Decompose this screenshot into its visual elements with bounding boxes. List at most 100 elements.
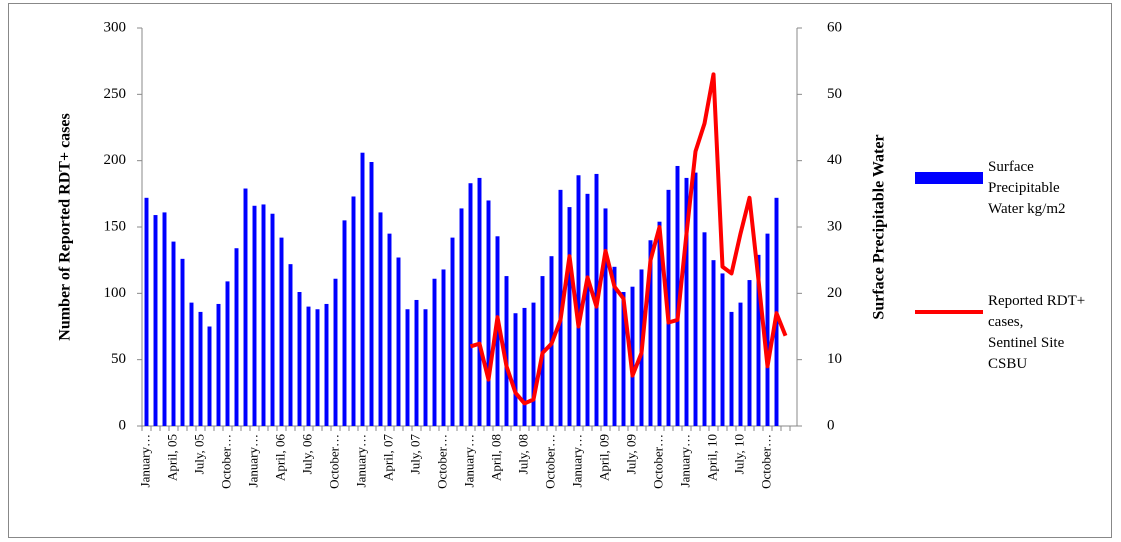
bar [702, 232, 707, 426]
x-tick-label: October… [542, 434, 557, 489]
bar [441, 269, 446, 426]
bar [765, 233, 770, 426]
bar [423, 309, 428, 426]
bar [234, 248, 239, 426]
bar [720, 273, 725, 426]
bar [180, 258, 185, 426]
bar [585, 193, 590, 426]
x-tick-label: July, 07 [407, 434, 422, 475]
bar [270, 213, 275, 426]
x-tick-label: October… [758, 434, 773, 489]
bar [684, 177, 689, 426]
bar [207, 326, 212, 426]
x-tick-label: January… [677, 434, 692, 487]
bar [567, 207, 572, 426]
bar [333, 278, 338, 426]
x-tick-label: April, 10 [704, 434, 719, 481]
legend-label: Surface Precipitable Water kg/m2 [988, 159, 1066, 217]
legend-swatch [915, 172, 983, 184]
bar [711, 260, 716, 426]
x-tick-label: July, 08 [515, 434, 530, 474]
x-tick-label: July, 10 [731, 434, 746, 474]
x-tick-label: January… [569, 434, 584, 487]
bar [252, 205, 257, 426]
bar [504, 276, 509, 426]
bar [459, 208, 464, 426]
y-tick-label: 200 [104, 152, 127, 168]
x-tick-label: January… [461, 434, 476, 487]
x-tick-label: January… [137, 434, 152, 487]
bar [432, 278, 437, 426]
bar [144, 197, 149, 426]
bar [189, 302, 194, 426]
bar [198, 311, 203, 426]
bar [630, 286, 635, 426]
bar [315, 309, 320, 426]
bar [171, 241, 176, 426]
legend-label: Reported RDT+ cases, Sentinel Site CSBU [988, 293, 1085, 372]
bar [450, 237, 455, 426]
bar [324, 303, 329, 426]
y-tick-label: 150 [104, 218, 127, 234]
y2-axis-title: Surface Precipitable Water [871, 134, 888, 319]
bar [306, 306, 311, 426]
bar [468, 183, 473, 426]
bar [576, 175, 581, 426]
bar [297, 292, 302, 426]
y2-tick-label: 20 [827, 285, 842, 301]
bar [747, 280, 752, 426]
bar [387, 233, 392, 426]
bar [396, 257, 401, 426]
y-tick-label: 100 [104, 285, 127, 301]
bar [414, 299, 419, 426]
bar [513, 313, 518, 426]
x-tick-label: April, 07 [380, 434, 395, 481]
bar [360, 152, 365, 426]
bar [216, 303, 221, 426]
x-tick-label: January… [245, 434, 260, 487]
x-tick-label: July, 05 [191, 434, 206, 474]
y2-tick-label: 30 [827, 218, 842, 234]
x-tick-label: January… [353, 434, 368, 487]
x-tick-label: April, 08 [488, 434, 503, 481]
y2-tick-label: 60 [827, 19, 842, 35]
bar [243, 188, 248, 426]
bar [261, 204, 266, 426]
bar [612, 266, 617, 426]
x-tick-label: July, 06 [299, 434, 314, 475]
x-tick-label: October… [218, 434, 233, 489]
bar [657, 221, 662, 426]
y-axis-title: Number of Reported RDT+ cases [57, 113, 74, 340]
bar [153, 215, 158, 426]
line [469, 72, 788, 406]
bar [486, 200, 491, 426]
bar [225, 281, 230, 426]
bar [477, 177, 482, 426]
x-tick-label: October… [650, 434, 665, 489]
bar [522, 307, 527, 426]
bar [621, 292, 626, 426]
y2-tick-label: 0 [827, 417, 835, 433]
x-tick-label: July, 09 [623, 434, 638, 474]
x-tick-label: October… [434, 434, 449, 489]
y-tick-label: 300 [104, 19, 127, 35]
chart-border [8, 3, 1112, 538]
x-tick-label: October… [326, 434, 341, 489]
bar [603, 208, 608, 426]
y-tick-label: 0 [119, 417, 127, 433]
y2-tick-label: 40 [827, 152, 842, 168]
x-tick-label: April, 05 [164, 434, 179, 481]
y2-tick-label: 50 [827, 86, 842, 102]
bar [288, 264, 293, 426]
y2-tick-label: 10 [827, 351, 842, 367]
bar [756, 254, 761, 426]
bar [729, 311, 734, 426]
y-tick-label: 50 [111, 351, 126, 367]
x-tick-label: April, 06 [272, 434, 287, 481]
bar [675, 165, 680, 426]
bar [351, 196, 356, 426]
bar [342, 220, 347, 426]
bar [162, 212, 167, 426]
bar [738, 302, 743, 426]
